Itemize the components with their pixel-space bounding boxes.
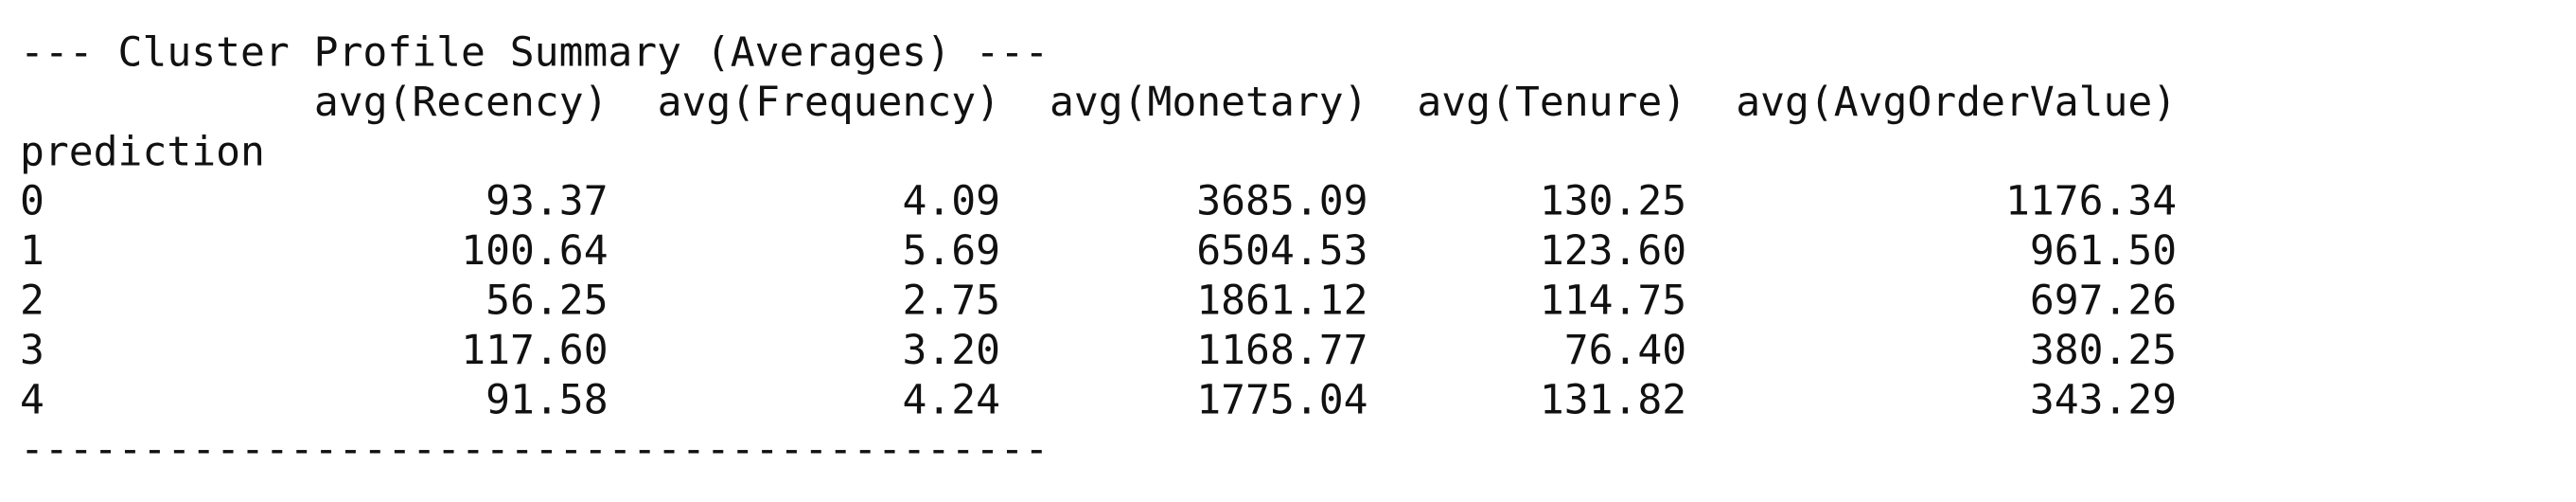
- cell: 697.26: [2030, 278, 2177, 325]
- column-header: avg(AvgOrderValue): [1736, 79, 2177, 126]
- column-header: avg(Tenure): [1417, 79, 1686, 126]
- row-index: 3: [20, 327, 44, 374]
- cell: 130.25: [1540, 178, 1686, 225]
- index-name: prediction: [20, 128, 265, 175]
- column-header: avg(Frequency): [658, 79, 1000, 126]
- cell: 4.24: [902, 376, 1000, 423]
- cell: 5.69: [902, 227, 1000, 275]
- cell: 1775.04: [1196, 376, 1367, 423]
- cell: 1168.77: [1196, 327, 1367, 374]
- cell: 93.37: [485, 178, 608, 225]
- cell: 91.58: [485, 376, 608, 423]
- cell: 2.75: [902, 278, 1000, 325]
- cell: 1176.34: [2005, 178, 2177, 225]
- cell: 123.60: [1540, 227, 1686, 275]
- row-index: 1: [20, 227, 44, 275]
- cell: 4.09: [902, 178, 1000, 225]
- cell: 131.82: [1540, 376, 1686, 423]
- cell: 117.60: [461, 327, 608, 374]
- cell: 76.40: [1564, 327, 1686, 374]
- column-header: avg(Monetary): [1050, 79, 1368, 126]
- cell: 380.25: [2030, 327, 2177, 374]
- cell: 961.50: [2030, 227, 2177, 275]
- cell: 3.20: [902, 327, 1000, 374]
- footer: ----------------------------------------…: [20, 426, 1049, 474]
- column-header: avg(Recency): [314, 79, 609, 126]
- title: --- Cluster Profile Summary (Averages) -…: [20, 29, 1049, 77]
- row-index: 0: [20, 178, 44, 225]
- cell: 343.29: [2030, 376, 2177, 423]
- cell: 114.75: [1540, 278, 1686, 325]
- row-index: 4: [20, 376, 44, 423]
- cell: 6504.53: [1196, 227, 1367, 275]
- row-index: 2: [20, 278, 44, 325]
- cell: 3685.09: [1196, 178, 1367, 225]
- cell: 1861.12: [1196, 278, 1367, 325]
- cell: 56.25: [485, 278, 608, 325]
- cell: 100.64: [461, 227, 608, 275]
